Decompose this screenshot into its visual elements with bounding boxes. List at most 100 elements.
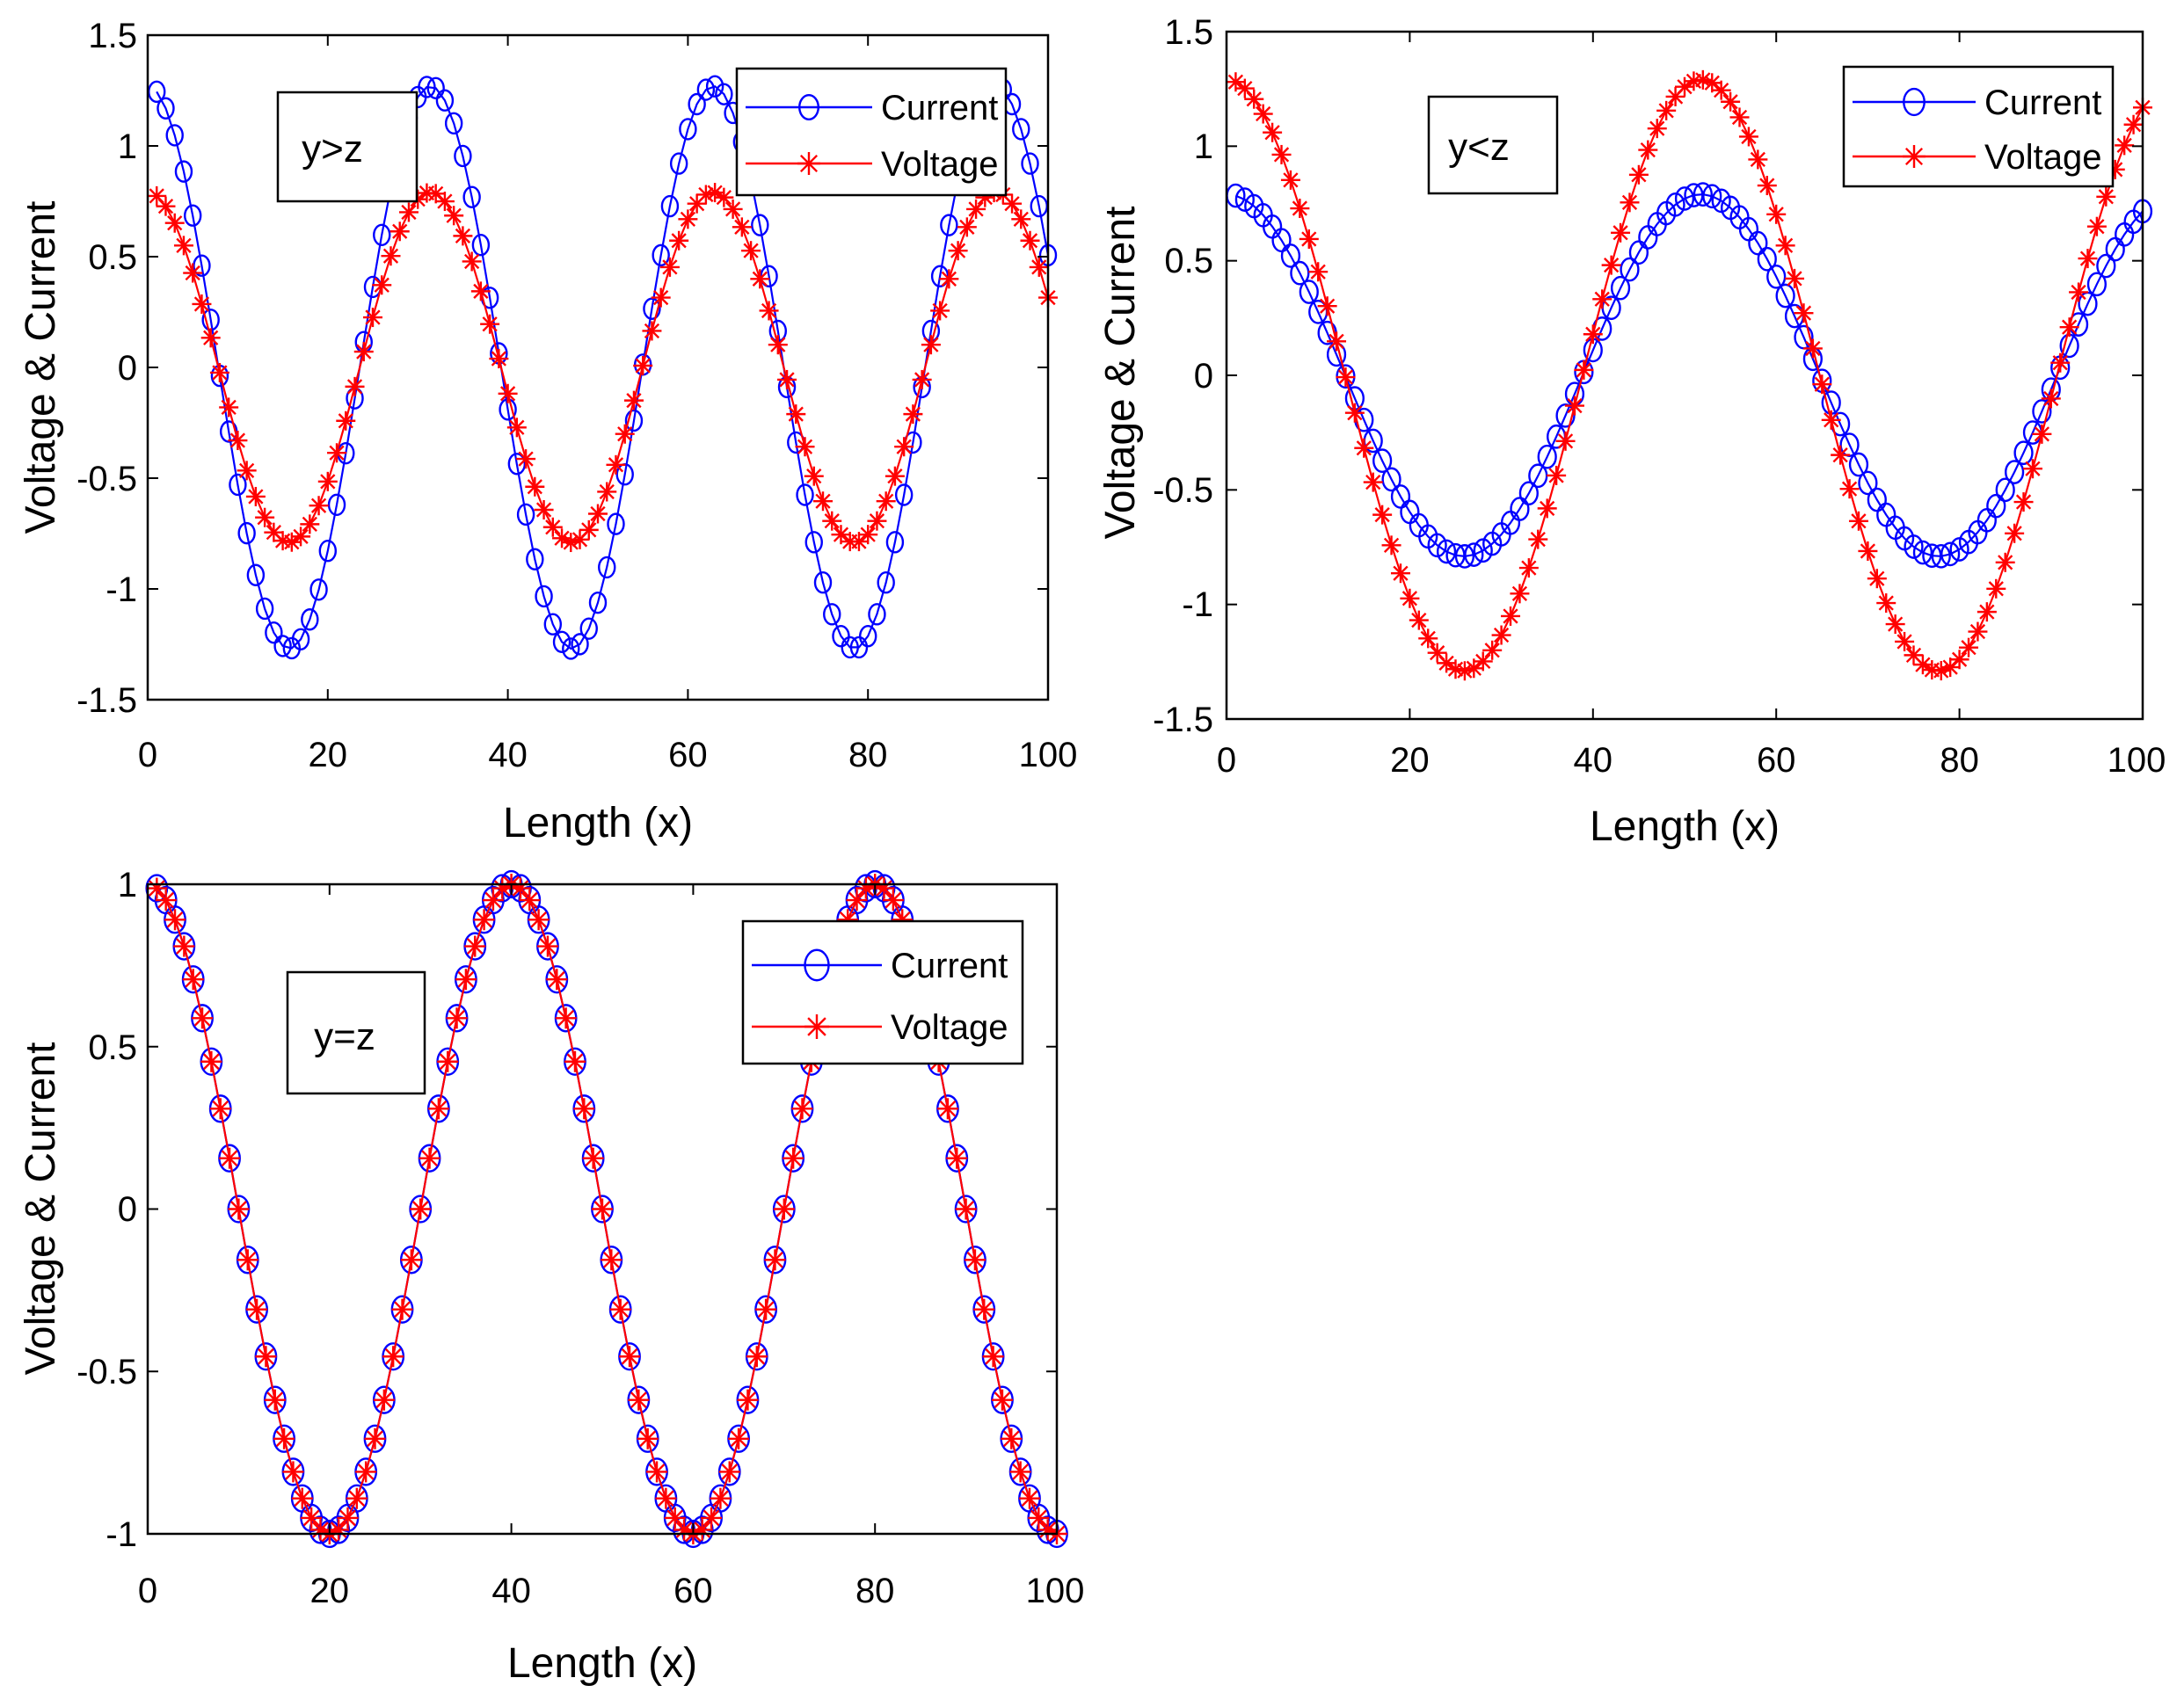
current-point: [1537, 444, 1557, 469]
voltage-point: [930, 301, 950, 321]
y-tick-label: -1: [1182, 585, 1213, 624]
legend-circle-marker: [798, 93, 820, 120]
voltage-point: [355, 1461, 377, 1483]
voltage-point: [597, 482, 617, 502]
chart-panel-y-less-z: 1.5 1 0.5 0 -0.5 -1 -1.5 0 20 40 60 80 1…: [1097, 13, 2166, 850]
voltage-point: [1848, 511, 1868, 531]
voltage-point: [609, 1298, 631, 1320]
current-point: [1858, 470, 1878, 496]
voltage-point: [1344, 403, 1365, 423]
x-axis-label: Length (x): [1590, 803, 1780, 850]
x-tick-label: 20: [309, 736, 348, 774]
current-point: [669, 152, 688, 175]
voltage-point: [1437, 653, 1457, 673]
current-point: [193, 254, 211, 277]
voltage-point: [255, 507, 275, 527]
annotation-text: y<z: [1448, 126, 1510, 169]
voltage-point: [1711, 80, 1731, 100]
voltage-point: [894, 437, 914, 457]
voltage-point: [1738, 127, 1758, 147]
voltage-point: [867, 511, 887, 531]
voltage-point: [419, 1147, 440, 1169]
current-point: [435, 89, 455, 112]
voltage-point: [564, 1050, 586, 1072]
voltage-point: [1528, 529, 1548, 549]
voltage-point: [209, 362, 229, 382]
voltage-series-line: [1234, 78, 2144, 672]
voltage-point: [1002, 193, 1023, 214]
voltage-point: [282, 1461, 304, 1483]
voltage-point: [1271, 144, 1292, 164]
voltage-point: [2050, 352, 2071, 373]
voltage-point: [723, 199, 743, 219]
current-point: [1702, 184, 1722, 209]
voltage-point: [795, 437, 815, 457]
legend-box: [735, 67, 1008, 197]
voltage-point: [948, 241, 968, 261]
voltage-point: [732, 217, 752, 237]
current-point: [1271, 228, 1292, 253]
voltage-point: [389, 222, 410, 242]
voltage-point: [1390, 563, 1410, 584]
voltage-point: [146, 877, 168, 899]
current-point: [1299, 280, 1319, 304]
voltage-point: [1317, 296, 1337, 316]
voltage-point: [363, 308, 382, 328]
voltage-point: [773, 1198, 795, 1220]
voltage-point: [858, 525, 878, 545]
voltage-point: [822, 511, 842, 531]
voltage-point: [939, 269, 959, 289]
legend: Current Voltage: [735, 67, 1008, 197]
chart-panel-y-equals-z: 1 0.5 0 -0.5 -1 0 20 40 60 80 100 Length…: [18, 866, 1084, 1687]
y-tick-label: 0: [1194, 357, 1213, 396]
voltage-series-line: [156, 191, 1050, 544]
voltage-point: [301, 1507, 323, 1529]
current-point: [885, 531, 905, 554]
voltage-point: [164, 909, 186, 931]
current-point: [562, 637, 580, 660]
voltage-point: [579, 519, 599, 540]
legend-label-current: Current: [881, 89, 998, 127]
voltage-point: [317, 471, 338, 491]
current-point: [1021, 152, 1039, 175]
voltage-point: [691, 1519, 713, 1541]
current-point: [1464, 542, 1484, 567]
voltage-point: [768, 335, 788, 355]
voltage-point: [1675, 76, 1694, 97]
voltage-point: [759, 301, 779, 321]
current-point: [1620, 257, 1640, 282]
legend-asterisk-marker: [804, 1014, 829, 1039]
current-point: [444, 112, 463, 135]
current-point: [1372, 448, 1393, 473]
current-point: [183, 204, 202, 227]
voltage-point: [601, 1249, 622, 1271]
voltage-point: [755, 1298, 777, 1320]
voltage-point: [1418, 628, 1438, 649]
voltage-point: [482, 890, 504, 912]
voltage-point: [582, 1147, 604, 1169]
legend-asterisk-marker: [797, 152, 820, 175]
current-point: [237, 521, 256, 545]
current-point: [291, 628, 310, 650]
voltage-point: [1409, 610, 1429, 630]
tick-marks: [1226, 31, 2144, 720]
voltage-point: [1757, 176, 1777, 196]
voltage-point: [2013, 492, 2034, 512]
y-tick-label: -1: [106, 1515, 137, 1554]
voltage-point: [410, 1198, 432, 1220]
voltage-point: [200, 328, 221, 348]
current-point: [859, 625, 877, 648]
voltage-point: [516, 449, 536, 469]
voltage-point: [848, 532, 869, 552]
voltage-point: [561, 533, 581, 553]
x-tick-label: 0: [138, 1572, 157, 1610]
voltage-point: [264, 1389, 286, 1411]
voltage-point: [173, 935, 195, 957]
voltage-point: [637, 1427, 659, 1449]
voltage-point: [480, 314, 500, 334]
voltage-point: [337, 1507, 359, 1529]
voltage-point: [1601, 255, 1621, 275]
voltage-point: [498, 383, 518, 403]
voltage-point: [192, 1007, 214, 1029]
voltage-point: [664, 1507, 686, 1529]
